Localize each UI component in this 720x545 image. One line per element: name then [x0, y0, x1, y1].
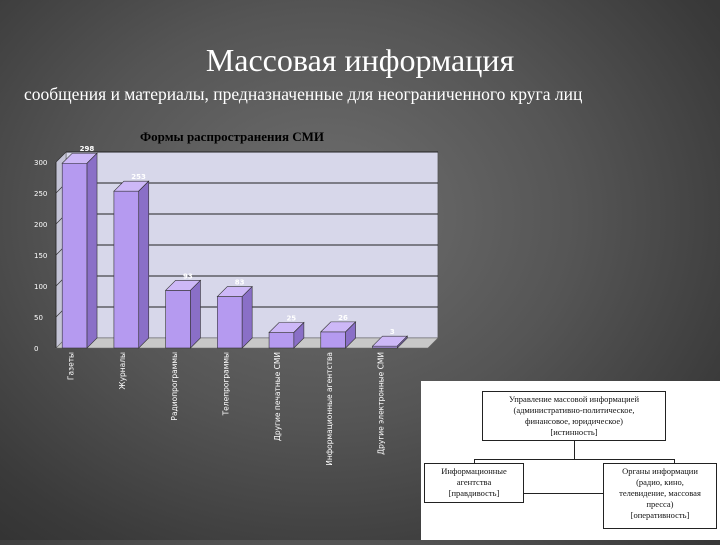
management-diagram: Управление массовой информацией (админис…: [421, 381, 720, 540]
data-label: 253: [131, 173, 146, 181]
bar-top: [371, 335, 409, 347]
chart-floor: [55, 337, 439, 349]
x-tick-label: Телепрограммы: [222, 352, 231, 416]
bar-side: [345, 321, 356, 349]
bar-top: [320, 321, 357, 333]
data-label: 298: [80, 145, 95, 153]
bar-side: [293, 321, 305, 349]
y-tick-label: 100: [34, 283, 47, 291]
diagram-connector: [474, 459, 475, 463]
chart-side-wall: [55, 151, 67, 349]
diagram-left-box: Информационные агентства [правдивость]: [424, 463, 524, 503]
gridline: [55, 182, 67, 194]
bar-top: [268, 322, 305, 333]
slide-title: Массовая информация: [205, 42, 515, 78]
x-tick-label: Радиопрограммы: [170, 352, 179, 421]
diagram-connector: [574, 441, 575, 459]
x-tick-label: Другие электронные СМИ: [377, 352, 386, 455]
y-tick-label: 250: [34, 190, 47, 198]
diagram-connector: [474, 459, 674, 460]
slide-subtitle: сообщения и материалы, предназначенные д…: [24, 84, 583, 104]
bar: [372, 345, 398, 349]
bar-side: [86, 152, 98, 349]
y-tick-label: 150: [34, 252, 47, 260]
bar-side: [190, 279, 201, 349]
data-label: 83: [235, 279, 245, 287]
gridline: [55, 275, 67, 287]
chart-back-wall: [65, 151, 439, 339]
diagram-right-box: Органы информации (радио, кино, телевиде…: [603, 463, 717, 529]
data-label: 25: [286, 315, 296, 323]
bar-side: [397, 335, 408, 349]
bar: [113, 190, 140, 349]
bar: [320, 331, 346, 349]
bar: [268, 332, 295, 349]
bar-top: [164, 280, 202, 291]
diagram-connector: [674, 459, 675, 463]
diagram-top-box: Управление массовой информацией (админис…: [482, 391, 666, 441]
chart-title: Формы распространения СМИ: [140, 129, 325, 144]
bar-side: [138, 180, 150, 349]
x-tick-label: Информационные агентства: [325, 352, 334, 466]
data-label: 26: [338, 314, 348, 322]
bar: [217, 296, 243, 349]
bar: [61, 162, 88, 349]
gridline: [55, 213, 67, 225]
y-tick-label: 200: [34, 221, 47, 229]
bar-side: [241, 285, 253, 349]
x-tick-label: Журналы: [118, 352, 127, 390]
bar-top: [216, 286, 253, 297]
y-tick-label: 0: [34, 345, 38, 353]
bar-top: [61, 152, 98, 164]
gridline: [55, 306, 67, 318]
x-tick-label: Другие печатные СМИ: [273, 352, 282, 441]
y-tick-label: 300: [34, 159, 47, 167]
bar-top: [113, 180, 150, 192]
bar: [165, 290, 191, 349]
gridline: [55, 151, 67, 163]
y-tick-label: 50: [34, 314, 43, 322]
x-tick-label: Газеты: [66, 352, 75, 380]
gridline: [55, 244, 67, 256]
data-label: 93: [183, 272, 193, 280]
data-label: 3: [390, 328, 395, 336]
diagram-connector: [524, 493, 603, 494]
